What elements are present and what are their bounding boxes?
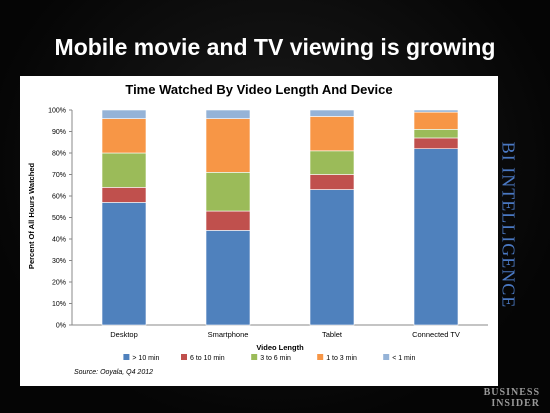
y-tick-label: 60% (52, 194, 66, 201)
y-tick-label: 0% (56, 323, 66, 330)
bar-segment (101, 187, 147, 203)
bar-segment (205, 210, 251, 231)
bar-segment (101, 109, 147, 119)
y-tick-label: 50% (52, 215, 66, 222)
bar-segment (101, 152, 147, 188)
legend-swatch (251, 354, 258, 360)
bar-segment (413, 148, 459, 326)
y-tick-label: 70% (52, 172, 66, 179)
chart-panel: Time Watched By Video Length And Device … (20, 76, 498, 386)
logo-line-1: BUSINESS (483, 387, 540, 398)
x-tick-label: Tablet (322, 330, 343, 339)
legend-label: < 1 min (392, 355, 415, 362)
chart-title: Time Watched By Video Length And Device (125, 82, 392, 97)
y-tick-label: 40% (52, 237, 66, 244)
source-note: Source: Ooyala, Q4 2012 (74, 369, 153, 376)
bar-segment (101, 202, 147, 326)
x-tick-label: Connected TV (412, 330, 460, 339)
y-axis-title: Percent Of All Hours Watched (27, 163, 36, 270)
stacked-bar-chart: Time Watched By Video Length And Device … (27, 82, 488, 376)
legend-label: 1 to 3 min (326, 355, 357, 362)
bar-segment (413, 137, 459, 150)
y-tick-label: 100% (48, 108, 66, 115)
bar-segment (309, 189, 355, 326)
bar-segment (413, 129, 459, 139)
x-tick-label: Desktop (110, 330, 138, 339)
bar-segment (205, 230, 251, 326)
y-tick-label: 80% (52, 151, 66, 158)
bi-intelligence-brand: BI INTELLIGENCE (478, 142, 538, 308)
bar-segment (309, 116, 355, 152)
legend-swatch (317, 354, 324, 360)
y-tick-label: 90% (52, 129, 66, 136)
y-tick-label: 10% (52, 301, 66, 308)
bar-segment (413, 111, 459, 130)
y-tick-label: 30% (52, 258, 66, 265)
y-tick-label: 20% (52, 280, 66, 287)
legend-swatch (383, 354, 390, 360)
legend-label: 3 to 6 min (260, 355, 291, 362)
business-insider-logo: BUSINESS INSIDER (484, 387, 540, 409)
legend-swatch (181, 354, 187, 360)
legend-label: > 10 min (132, 355, 159, 362)
bar-segment (205, 109, 251, 119)
bar-segment (309, 109, 355, 117)
legend-swatch (123, 354, 130, 360)
slide-title: Mobile movie and TV viewing is growing (54, 34, 496, 60)
bar-segment (205, 172, 251, 212)
logo-line-2: INSIDER (491, 398, 540, 409)
bar-segment (309, 150, 355, 175)
bar-segment (413, 109, 459, 113)
legend-label: 6 to 10 min (190, 355, 225, 362)
bar-segment (309, 174, 355, 190)
bi-intelligence-text: BI INTELLIGENCE (498, 141, 519, 309)
x-axis-title: Video Length (256, 343, 304, 352)
x-tick-label: Smartphone (208, 330, 249, 339)
bar-segment (205, 118, 251, 173)
bar-segment (101, 118, 147, 154)
